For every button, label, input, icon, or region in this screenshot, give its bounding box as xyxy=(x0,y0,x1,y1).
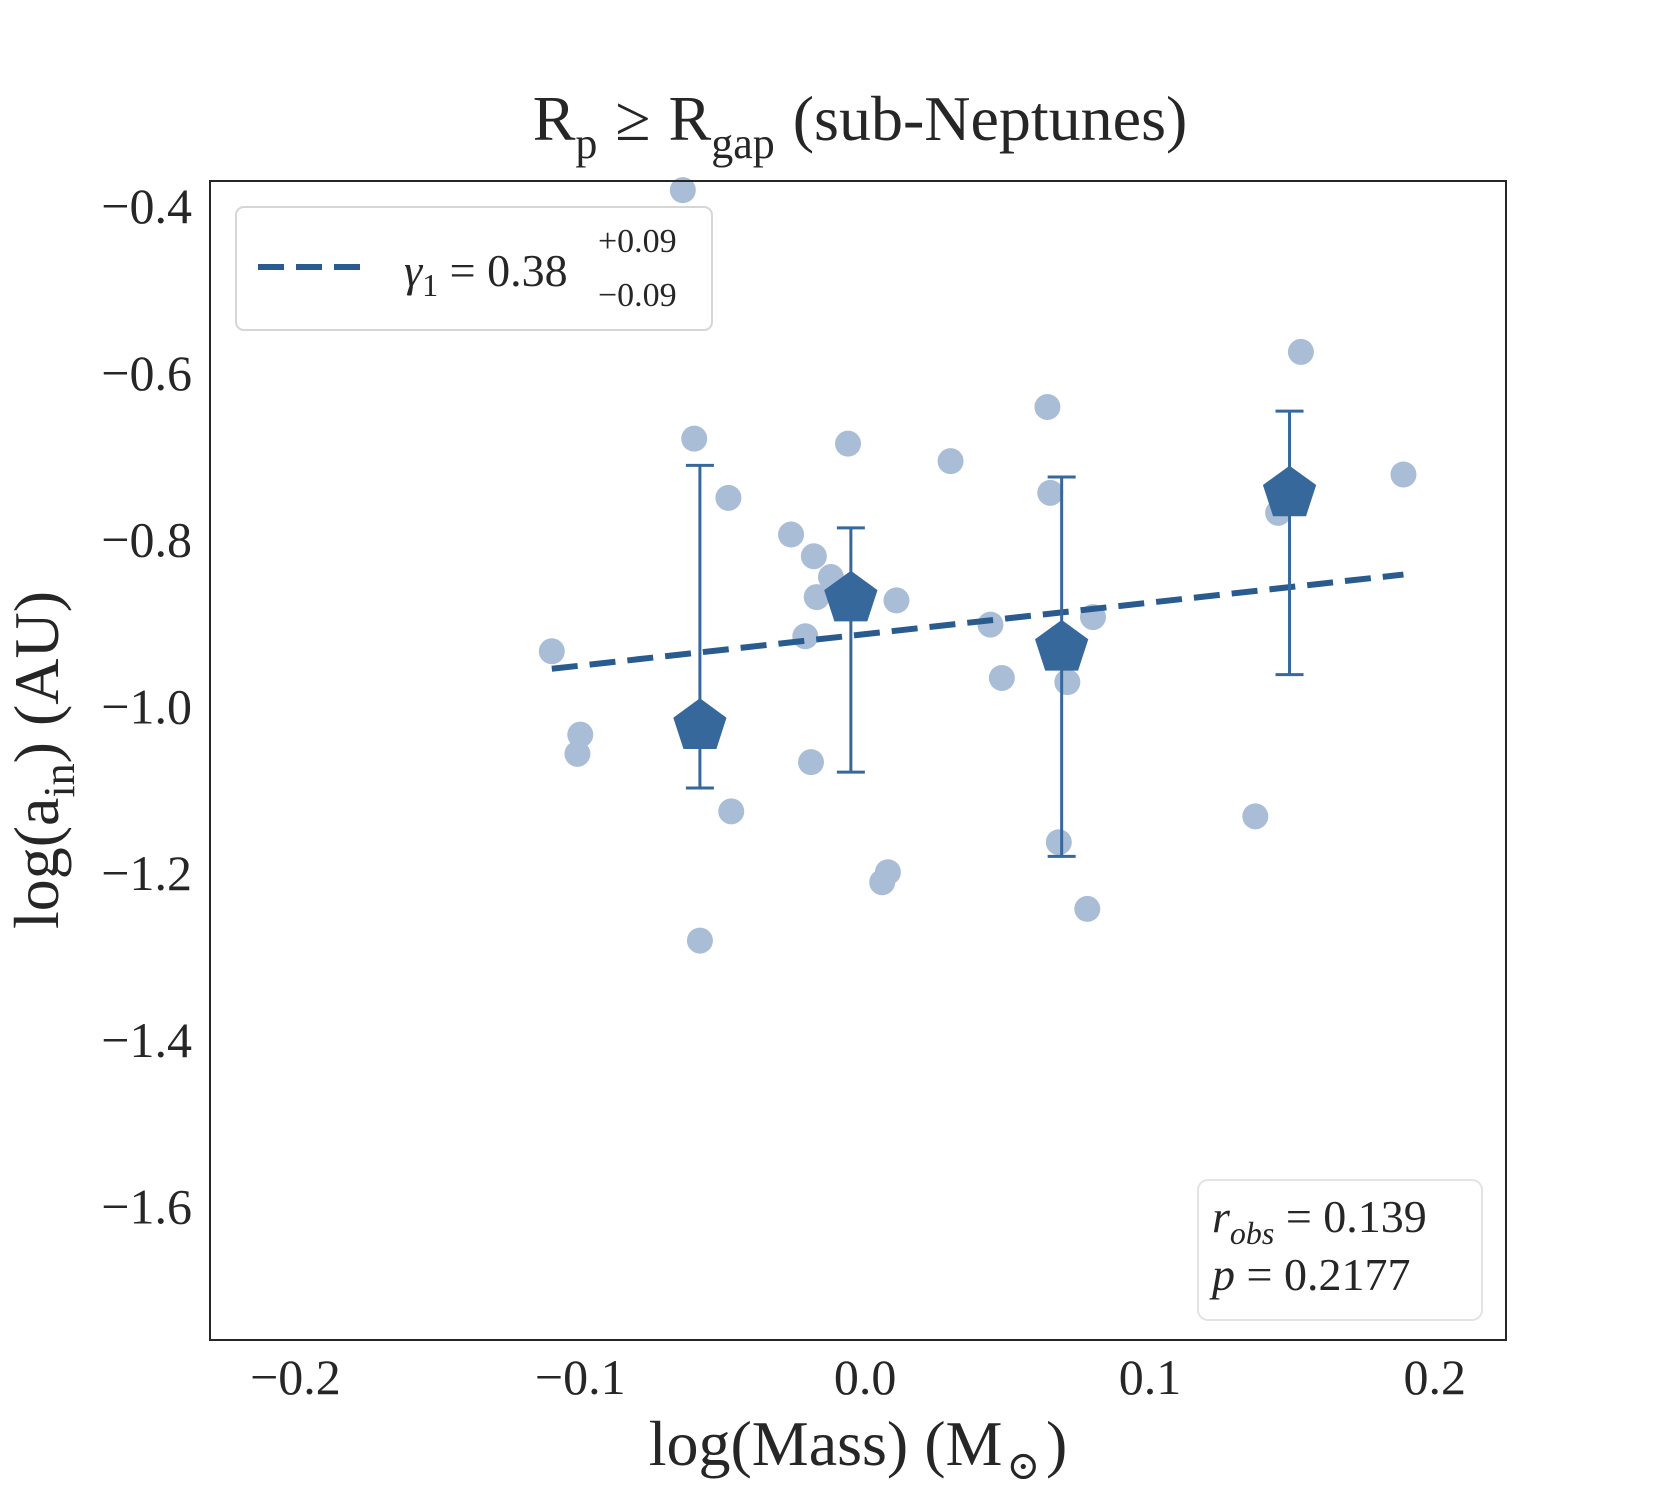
x-ticks: −0.2 −0.1 0.0 0.1 0.2 xyxy=(250,1349,1466,1405)
legend-box xyxy=(235,206,713,331)
fit-line-layer xyxy=(551,571,1404,672)
sun-symbol: ⊙ xyxy=(1006,1443,1040,1488)
data-point xyxy=(778,521,805,548)
y-axis-label-suffix: ) (AU) xyxy=(1,591,72,763)
legend: γ1 = 0.38 +0.09 −0.09 xyxy=(235,206,713,331)
binned-marker xyxy=(1262,465,1317,517)
x-tick-label: −0.1 xyxy=(535,1349,626,1405)
data-point xyxy=(792,623,819,650)
data-point xyxy=(1037,479,1064,506)
stats-p-line: p = 0.2177 xyxy=(1209,1249,1410,1300)
stats-r-value: = 0.139 xyxy=(1274,1191,1426,1242)
data-point xyxy=(1074,895,1101,922)
y-axis-label: log(ain) (AU) xyxy=(1,591,84,929)
x-tick-label: 0.1 xyxy=(1119,1349,1182,1405)
x-tick-label: 0.2 xyxy=(1404,1349,1467,1405)
data-point xyxy=(567,721,594,748)
title-sub-p: p xyxy=(575,119,597,168)
scatter-points xyxy=(538,177,1417,954)
x-axis-label: log(Mass) (M ⊙) xyxy=(649,1408,1068,1488)
data-point xyxy=(1390,461,1417,488)
data-point xyxy=(669,177,696,204)
legend-minus: −0.09 xyxy=(598,277,677,314)
stats-box: robs = 0.139 p = 0.2177 xyxy=(1197,1179,1483,1321)
y-tick-label: −1.4 xyxy=(101,1012,192,1068)
title-r2: R xyxy=(669,83,712,154)
binned-marker xyxy=(824,570,878,622)
data-point xyxy=(798,749,825,776)
legend-gamma: γ xyxy=(404,245,424,296)
fit-line xyxy=(551,571,1404,672)
y-tick-label: −0.4 xyxy=(101,178,192,234)
data-point xyxy=(564,740,591,767)
stats-p-value: = 0.2177 xyxy=(1235,1249,1410,1300)
binned-means xyxy=(673,409,1317,858)
data-point xyxy=(937,448,964,475)
chart-title: Rp ≥ Rgap (sub-Neptunes) xyxy=(533,83,1188,168)
binned-marker xyxy=(673,698,727,749)
data-point xyxy=(803,584,830,611)
legend-gamma-sub: 1 xyxy=(422,267,438,303)
data-point xyxy=(800,543,827,570)
stats-r-sub: obs xyxy=(1230,1215,1274,1251)
data-point xyxy=(883,587,910,614)
binned-marker xyxy=(1035,619,1089,671)
data-point xyxy=(1242,803,1269,830)
data-point xyxy=(686,927,713,954)
data-point xyxy=(681,425,708,452)
stats-p-label: p xyxy=(1209,1249,1235,1300)
y-ticks: −0.4 −0.6 −0.8 −1.0 −1.2 −1.4 −1.6 xyxy=(101,178,192,1235)
y-tick-label: −1.6 xyxy=(101,1179,192,1235)
data-point xyxy=(835,430,862,457)
x-tick-label: 0.0 xyxy=(834,1349,897,1405)
stats-box-frame xyxy=(1197,1179,1483,1321)
data-point xyxy=(869,869,896,896)
y-tick-label: −1.0 xyxy=(101,678,192,734)
data-point xyxy=(715,484,742,511)
legend-eq: = 0.38 xyxy=(438,245,567,296)
y-axis-label-prefix: log(a xyxy=(1,798,72,930)
stats-r-label: r xyxy=(1212,1191,1231,1242)
data-point xyxy=(1287,338,1314,365)
title-r: R xyxy=(533,83,576,154)
x-axis-label-text: log(Mass) (M xyxy=(649,1408,1003,1479)
y-axis-label-sub: in xyxy=(35,763,84,797)
legend-plus: +0.09 xyxy=(598,223,677,260)
data-point xyxy=(538,638,565,665)
plot-frame xyxy=(209,180,1507,1341)
y-tick-label: −0.6 xyxy=(101,345,192,401)
data-point xyxy=(1034,393,1061,420)
data-point xyxy=(977,611,1004,638)
y-tick-label: −0.8 xyxy=(101,512,192,568)
data-point xyxy=(718,798,745,825)
x-axis-label-close: ) xyxy=(1046,1408,1067,1479)
title-sub-gap: gap xyxy=(711,119,775,168)
data-point xyxy=(988,664,1015,691)
data-point xyxy=(1054,669,1081,696)
title-relation: ≥ xyxy=(615,83,650,154)
legend-gamma-label: γ1 = 0.38 xyxy=(404,245,568,303)
stats-r-line: robs = 0.139 xyxy=(1212,1191,1427,1251)
x-tick-label: −0.2 xyxy=(250,1349,341,1405)
title-suffix: (sub-Neptunes) xyxy=(793,83,1188,154)
y-tick-label: −1.2 xyxy=(101,845,192,901)
data-point xyxy=(1045,829,1072,856)
